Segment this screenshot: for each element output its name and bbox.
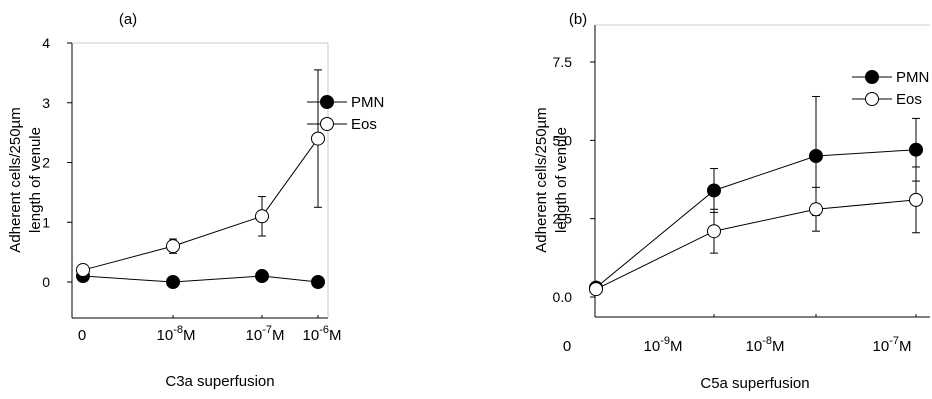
panel-label: (a)	[119, 11, 137, 28]
y-axis-title-line2: length of venule	[553, 127, 570, 233]
x-tick-exponent: -8	[173, 324, 183, 336]
y-axis-title-line1: Adherent cells/250µm	[533, 107, 550, 252]
x-tick-base: 10	[873, 338, 890, 355]
x-tick-base: 10	[303, 327, 320, 344]
data-point-pmn	[166, 275, 180, 289]
legend-label-eos: Eos	[351, 116, 377, 133]
y-axis-title: Adherent cells/250µm	[7, 107, 24, 252]
legend-label-pmn: PMN	[351, 94, 384, 111]
data-point-eos	[166, 239, 180, 254]
x-tick-base: 10	[644, 338, 661, 355]
data-point-eos	[589, 282, 603, 297]
x-tick-base: 0	[78, 327, 86, 344]
y-tick-label: 0.0	[553, 289, 573, 305]
x-tick-label: 10-7M	[246, 324, 285, 344]
y-tick-label: 2.5	[553, 211, 573, 227]
x-tick-base: 10	[157, 327, 174, 344]
data-point-pmn	[311, 275, 325, 289]
x-tick-unit: M	[899, 338, 912, 355]
data-point-eos	[255, 209, 269, 224]
x-tick-exponent: -9	[660, 335, 670, 347]
y-tick-label: 5.0	[553, 132, 573, 148]
y-tick-label: 1	[42, 214, 50, 230]
x-axis-title: C5a superfusion	[700, 375, 809, 392]
x-tick-exponent: -7	[262, 324, 272, 336]
x-tick-unit: M	[183, 327, 196, 344]
series-line-pmn	[595, 149, 917, 288]
x-tick-base: 10	[246, 327, 263, 344]
legend-marker-pmn	[865, 70, 879, 84]
x-tick-unit: M	[772, 338, 785, 355]
x-tick-label: 10-9M	[644, 335, 683, 355]
x-tick-label: 10-6M	[303, 324, 342, 344]
x-axis-title: C3a superfusion	[165, 373, 274, 390]
x-tick-base: 10	[746, 338, 763, 355]
legend-marker-pmn	[320, 95, 334, 109]
y-tick-label: 7.5	[553, 54, 573, 70]
series-line-pmn	[82, 275, 319, 283]
data-point-eos	[311, 131, 325, 146]
y-axis-title-2: length of venule	[27, 127, 44, 233]
data-point-eos	[707, 224, 721, 239]
data-point-pmn	[809, 149, 823, 163]
x-tick-unit: M	[272, 327, 285, 344]
x-tick-unit: M	[329, 327, 342, 344]
y-tick-label: 0	[42, 274, 50, 290]
x-tick-label: 10-8M	[746, 335, 785, 355]
data-point-eos	[909, 192, 923, 207]
y-tick-label: 3	[42, 95, 50, 111]
data-point-pmn	[255, 269, 269, 284]
y-tick-label: 4	[42, 35, 50, 51]
legend-label-pmn: PMN	[896, 69, 929, 86]
x-tick-base: 0	[563, 338, 571, 355]
legend-label-eos: Eos	[896, 91, 922, 108]
y-tick-label: 2	[42, 155, 50, 171]
panel-label: (b)	[569, 11, 587, 28]
legend-marker-eos	[865, 92, 879, 106]
x-tick-exponent: -6	[319, 324, 329, 336]
y-axis-title-line1: Adherent cells/250µm	[7, 107, 24, 252]
y-axis-title-line2: length of venule	[27, 127, 44, 233]
y-axis-title-2: length of venule	[553, 127, 570, 233]
data-point-pmn	[909, 142, 923, 157]
x-tick-label: 0	[78, 327, 86, 344]
legend: PMN Eos	[852, 69, 929, 108]
x-tick-label: 10-7M	[873, 335, 912, 355]
x-tick-label: 0	[563, 338, 571, 355]
x-tick-unit: M	[670, 338, 683, 355]
legend-marker-eos	[320, 117, 334, 131]
y-axis-title: Adherent cells/250µm	[533, 107, 550, 252]
x-tick-exponent: -8	[762, 335, 772, 347]
legend: PMN Eos	[307, 94, 384, 133]
series-line-eos	[595, 199, 917, 290]
data-point-eos	[809, 202, 823, 217]
series-line-eos	[82, 138, 319, 271]
x-tick-label: 10-8M	[157, 324, 196, 344]
x-tick-exponent: -7	[889, 335, 899, 347]
data-point-eos	[76, 263, 90, 278]
data-point-pmn	[707, 183, 721, 198]
